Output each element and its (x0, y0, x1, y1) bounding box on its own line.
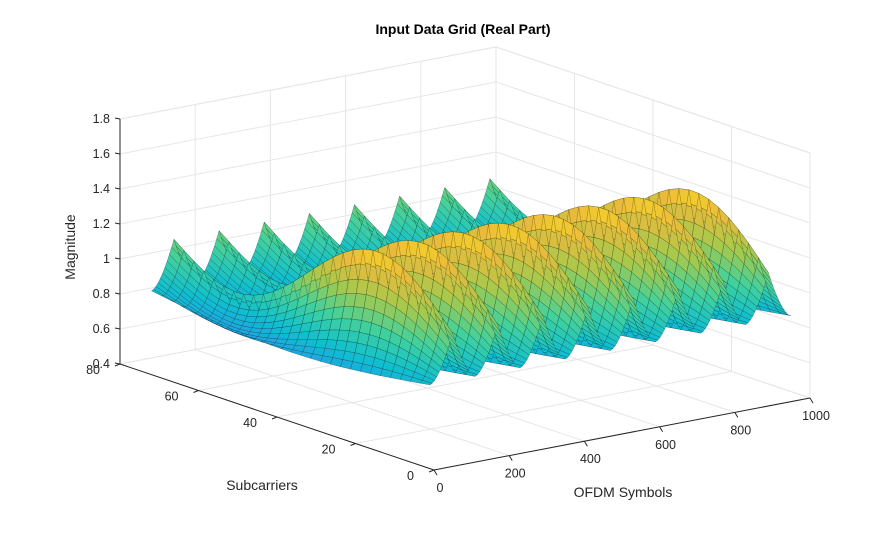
y-tick (193, 390, 199, 393)
surface-patch (778, 311, 792, 316)
surface-layer (151, 178, 792, 386)
z-tick-label: 1.2 (93, 217, 110, 231)
box-edge (119, 46, 497, 120)
z-tick (114, 117, 121, 120)
x-tick-label: 400 (580, 452, 601, 466)
x-tick (734, 412, 739, 418)
y-tick-label: 40 (243, 416, 257, 430)
x-axis-line (433, 397, 811, 471)
x-tick-label: 800 (730, 423, 751, 437)
y-tick (350, 443, 356, 446)
grid-line (119, 81, 497, 155)
x-tick-label: 0 (437, 481, 444, 495)
z-tick (114, 222, 121, 225)
z-tick (114, 187, 121, 190)
x-tick (659, 426, 664, 433)
z-tick (114, 362, 121, 365)
y-tick-label: 0 (407, 469, 414, 483)
axis-layer (114, 117, 814, 476)
x-tick-label: 600 (655, 438, 676, 452)
x-tick-label: 200 (505, 467, 526, 481)
box-edge (495, 46, 811, 154)
x-tick (583, 440, 588, 447)
z-axis-label: Magnitude (62, 214, 78, 280)
z-tick (114, 257, 121, 260)
x-tick (809, 397, 814, 404)
y-tick (271, 416, 278, 420)
z-tick (114, 152, 121, 155)
z-tick (114, 327, 121, 330)
x-tick-label: 1000 (802, 409, 830, 423)
z-tick-label: 0.8 (93, 287, 110, 301)
tick-labels: 0 200 400 600 800 1000 0 20 40 60 800.4 0.6 0.8 1 1.2 1… (86, 112, 830, 495)
z-tick-label: 0.4 (93, 357, 110, 371)
y-tick (428, 469, 435, 473)
z-tick-label: 1.4 (93, 182, 110, 196)
z-tick-label: 1.8 (93, 112, 110, 126)
z-tick (114, 292, 121, 295)
z-tick-label: 0.6 (93, 322, 110, 336)
x-tick (433, 469, 438, 476)
y-tick-label: 80 (86, 363, 100, 377)
grid-line (276, 344, 654, 418)
grid-line (355, 371, 732, 444)
grid-line (495, 81, 811, 189)
y-tick-label: 60 (165, 390, 179, 404)
y-tick-label: 20 (322, 443, 336, 457)
z-tick-label: 1.6 (93, 147, 110, 161)
chart-title: Input Data Grid (Real Part) (375, 21, 550, 37)
grid-line (119, 116, 497, 190)
grid-line (119, 151, 497, 225)
x-tick (508, 455, 513, 461)
grid-line (495, 116, 811, 224)
x-axis-label: OFDM Symbols (574, 484, 673, 500)
z-tick-label: 1 (103, 252, 110, 266)
y-axis-label: Subcarriers (226, 477, 298, 493)
